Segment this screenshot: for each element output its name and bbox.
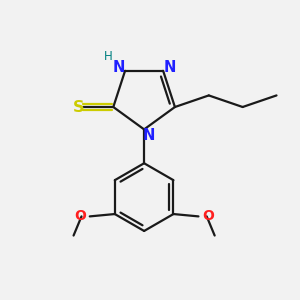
Text: N: N [164,60,176,75]
Text: H: H [103,50,112,63]
Text: N: N [142,128,155,143]
Text: O: O [202,209,214,224]
Text: N: N [112,60,125,75]
Text: S: S [73,100,84,115]
Text: O: O [74,209,86,224]
